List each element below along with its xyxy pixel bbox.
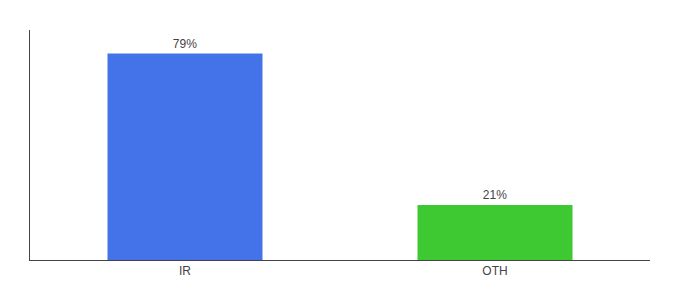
svg-text:IR: IR bbox=[179, 264, 191, 278]
svg-text:OTH: OTH bbox=[482, 264, 507, 278]
svg-text:21%: 21% bbox=[483, 188, 507, 202]
svg-text:79%: 79% bbox=[173, 37, 197, 51]
